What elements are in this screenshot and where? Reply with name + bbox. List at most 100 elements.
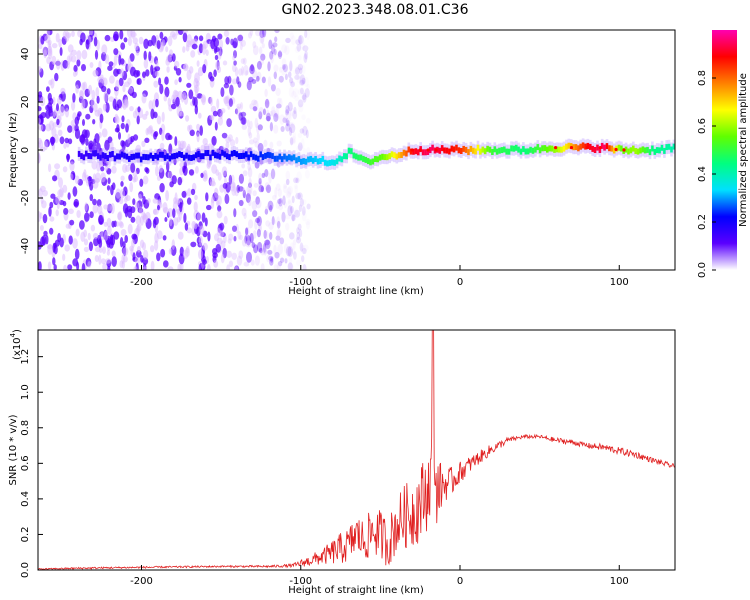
- spectrogram-speckle: [80, 32, 86, 43]
- spectrogram-speckle: [265, 115, 271, 122]
- spectrogram-speckle: [264, 205, 269, 212]
- spectrogram-speckle: [159, 31, 164, 39]
- spectrogram-speckle: [261, 172, 266, 178]
- spectrogram-speckle: [208, 143, 212, 153]
- spectrogram-speckle: [198, 112, 202, 119]
- ridge-cell: [82, 154, 86, 161]
- ridge-cell: [653, 148, 657, 155]
- ridge-cell: [252, 153, 255, 160]
- spectrogram-speckle: [69, 173, 74, 181]
- spectrogram-speckle: [291, 90, 297, 99]
- spectrogram-speckle: [143, 249, 149, 260]
- spectrogram-speckle: [247, 163, 251, 171]
- ridge-cell: [500, 147, 504, 154]
- spectrogram-speckle: [217, 172, 222, 181]
- spectrogram-speckle: [49, 201, 54, 209]
- ridge-cell: [605, 143, 609, 150]
- spectrogram-speckle: [212, 252, 218, 259]
- spectrogram-speckle: [196, 131, 200, 143]
- spectrogram-speckle: [136, 250, 142, 258]
- spectrogram-speckle: [251, 99, 257, 106]
- spectrogram-speckle: [278, 197, 283, 207]
- spectrogram-speckle: [174, 136, 178, 147]
- spectrogram-speckle: [122, 203, 129, 214]
- spectrogram-speckle: [89, 30, 94, 36]
- spectrogram-speckle: [92, 198, 97, 206]
- spectrogram-speckle: [298, 104, 304, 113]
- spectrogram-speckle: [120, 122, 125, 130]
- ridge-cell: [596, 144, 599, 151]
- spectrogram-speckle: [253, 244, 259, 254]
- spectrogram-speckle: [225, 95, 230, 104]
- spectrogram-speckle: [106, 249, 110, 256]
- spectrogram-speckle: [170, 31, 176, 38]
- spectrogram-speckle: [113, 231, 120, 240]
- spectrogram-speckle: [134, 201, 140, 210]
- spectrogram-speckle: [126, 30, 133, 38]
- spectrogram-speckle: [288, 110, 292, 122]
- spectrogram-speckle: [94, 109, 101, 117]
- spectrogram-speckle: [304, 30, 308, 39]
- spectrogram-speckle: [104, 139, 110, 151]
- ridge-cell: [646, 146, 649, 153]
- spectrogram-speckle: [277, 261, 283, 267]
- spectrogram-speckle: [224, 193, 230, 205]
- ridge-cell: [452, 146, 456, 153]
- spectrogram-speckle: [196, 60, 200, 67]
- spectrogram-speckle: [59, 237, 64, 248]
- spectrogram-speckle: [299, 128, 305, 134]
- ridge-cell: [386, 154, 389, 161]
- ridge-cell: [495, 148, 499, 155]
- ridge-cell: [307, 156, 310, 163]
- ridge-cell: [292, 154, 296, 161]
- spectrogram-speckle: [68, 138, 73, 145]
- ridge-cell: [359, 154, 363, 161]
- colorbar-tick-label: 0.4: [697, 166, 708, 182]
- spectrogram-speckle: [301, 255, 305, 263]
- spectrogram-speckle: [251, 200, 258, 211]
- spectrogram-speckle: [294, 74, 300, 80]
- spectrogram-speckle: [234, 108, 239, 115]
- spectrogram-speckle: [107, 177, 111, 185]
- spectrogram-speckle: [59, 47, 63, 56]
- spectrogram-speckle: [127, 223, 133, 235]
- spectrogram-speckle: [209, 76, 215, 82]
- spectrogram-speckle: [73, 198, 80, 208]
- ridge-cell: [567, 142, 571, 149]
- ridge-cell: [99, 154, 102, 161]
- spectrogram-speckle: [45, 109, 51, 119]
- spectrogram-speckle: [289, 108, 296, 117]
- spectrogram-speckle: [172, 208, 176, 219]
- spectrogram-speckle: [88, 241, 93, 252]
- spectrogram-speckle: [299, 75, 304, 83]
- spectrogram-speckle: [301, 114, 306, 121]
- ridge-cell: [548, 145, 551, 152]
- ridge-cell: [247, 154, 250, 161]
- spectrogram-speckle: [285, 37, 291, 44]
- ridge-cell: [643, 147, 647, 154]
- spectrogram-speckle: [270, 109, 277, 117]
- spectrogram-speckle: [303, 76, 309, 88]
- ridge-cell: [266, 151, 270, 158]
- spectrogram-speckle: [217, 108, 223, 118]
- spectrogram-speckle: [237, 231, 242, 240]
- ridge-cell: [350, 148, 353, 155]
- spectrogram-speckle: [56, 118, 60, 126]
- spectrogram-speckle: [288, 257, 293, 265]
- spectrogram-speckle: [76, 50, 82, 61]
- spectrogram-speckle: [245, 227, 249, 236]
- spectrogram-speckle: [186, 69, 192, 81]
- spectrogram-speckle: [219, 230, 225, 238]
- ridge-cell: [276, 155, 279, 162]
- spectrogram-speckle: [289, 32, 294, 40]
- spectrogram-speckle: [104, 34, 111, 42]
- spectrogram-speckle: [186, 197, 192, 205]
- spectrogram-speckle: [259, 33, 265, 44]
- spectrogram-speckle: [66, 61, 70, 69]
- spectrogram-speckle: [127, 208, 133, 219]
- ridge-cell: [493, 146, 497, 153]
- spectrogram-speckle: [241, 66, 245, 76]
- ridge-cell: [326, 160, 329, 167]
- spectrogram-speckle: [273, 71, 277, 80]
